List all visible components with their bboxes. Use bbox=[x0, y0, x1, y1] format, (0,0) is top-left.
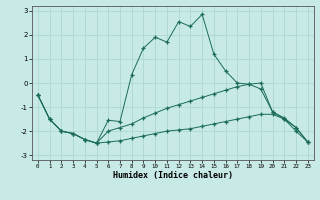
X-axis label: Humidex (Indice chaleur): Humidex (Indice chaleur) bbox=[113, 171, 233, 180]
